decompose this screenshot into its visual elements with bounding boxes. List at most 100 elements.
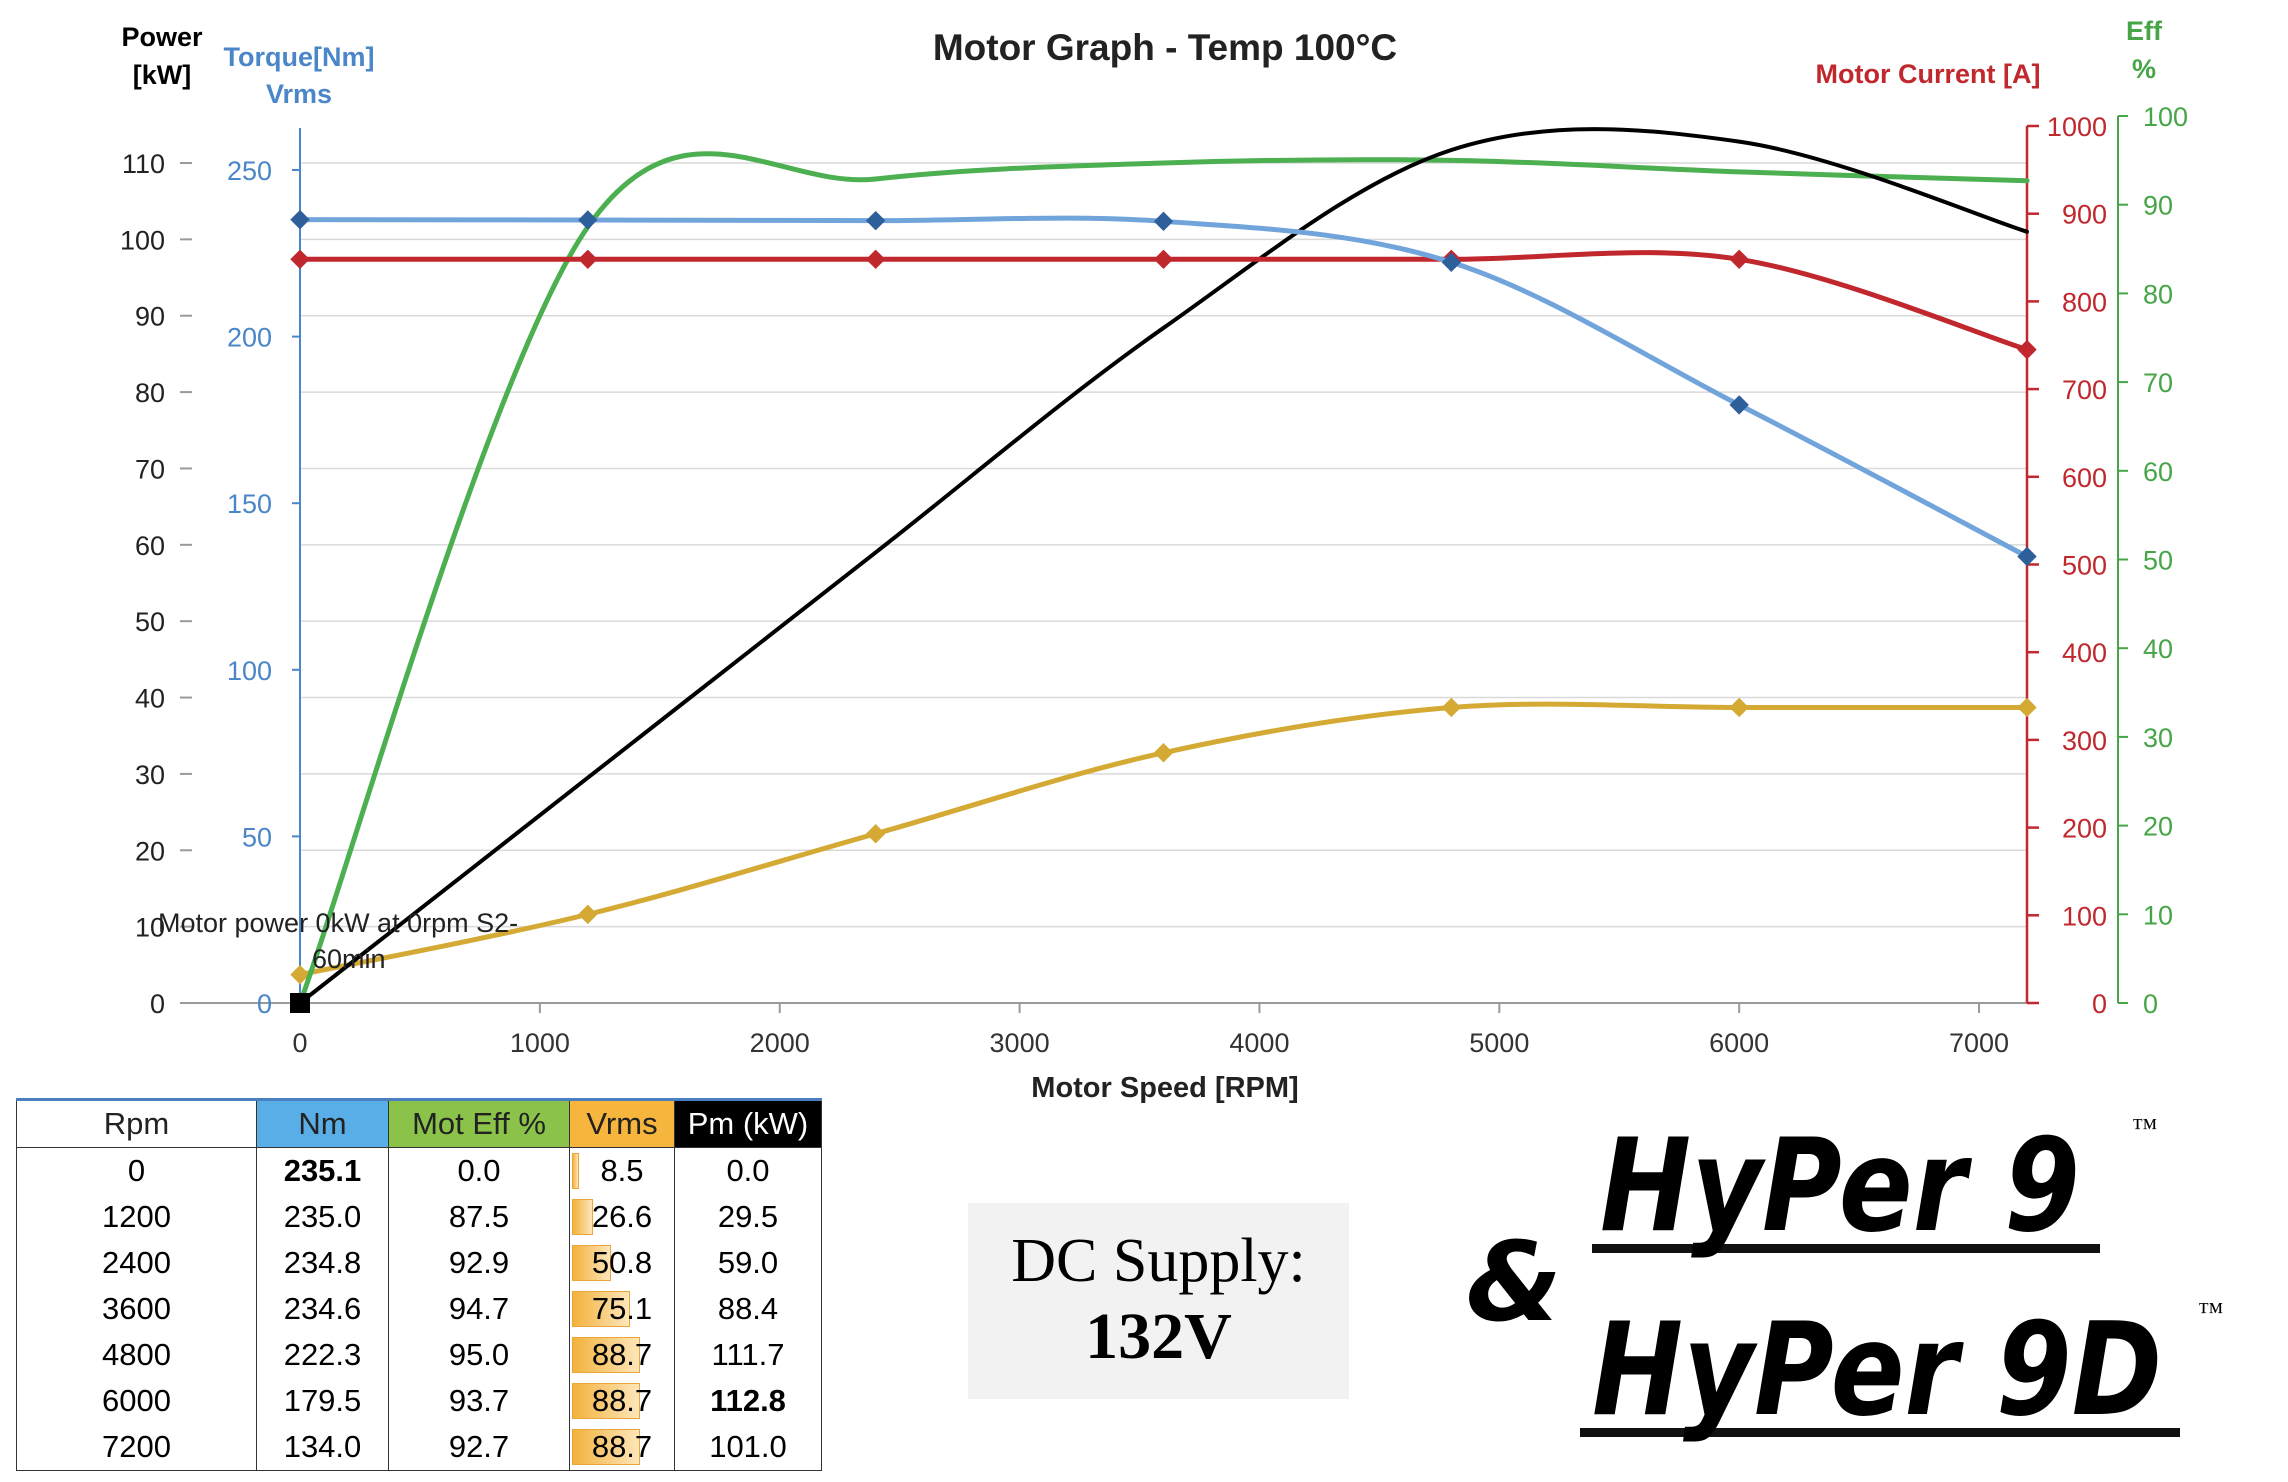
marker-vrms [865, 824, 886, 844]
series-layer [290, 127, 2037, 1013]
eff-tick-label: 60 [2143, 457, 2173, 487]
logo-underline-1 [1592, 1244, 2100, 1253]
table-cell: 3600 [16, 1286, 257, 1332]
vrms-value: 88.7 [591, 1337, 653, 1372]
annotation-line2: 60min [312, 944, 386, 974]
table-cell: 2400 [16, 1240, 257, 1286]
data-table-wrap: Rpm Nm Mot Eff % Vrms Pm (kW) 0 235.1 0.0 8… [16, 1098, 822, 1471]
power-tick-label: 70 [135, 454, 165, 484]
table-cell: 88.7 [569, 1378, 675, 1424]
marker-torque [1153, 211, 1174, 232]
table-row: 1200 235.0 87.5 26.6 29.5 [16, 1194, 822, 1240]
power-tick-label: 30 [135, 760, 165, 790]
table-cell: 6000 [16, 1378, 257, 1424]
torque-axis-title-line2: Vrms [266, 79, 332, 109]
power-axis-title-line2: [kW] [133, 60, 191, 90]
table-cell: 59.0 [674, 1240, 822, 1286]
series-line-efficiency [297, 151, 2030, 1006]
header-rpm: Rpm [16, 1098, 257, 1148]
series-line-power [298, 127, 2029, 1005]
table-cell: 0.0 [388, 1147, 570, 1194]
power-tick-label: 100 [120, 225, 165, 255]
x-tick-label: 2000 [750, 1028, 810, 1058]
current-tick-label: 300 [2062, 726, 2107, 756]
logo-underline-2 [1580, 1428, 2180, 1437]
table-cell: 134.0 [256, 1424, 389, 1471]
x-tick-label: 4000 [1229, 1028, 1289, 1058]
table-cell: 112.8 [674, 1378, 822, 1424]
marker-torque [578, 210, 598, 230]
marker-current [1153, 249, 1174, 270]
current-tick-label: 700 [2062, 375, 2107, 405]
current-tick-label: 900 [2062, 200, 2107, 230]
vrms-value: 8.5 [600, 1153, 644, 1188]
table-row: 0 235.1 0.0 8.5 0.0 [16, 1147, 822, 1194]
eff-tick-label: 50 [2143, 546, 2173, 576]
marker-vrms [1441, 697, 1462, 718]
x-tick-label: 7000 [1949, 1028, 2009, 1058]
marker-vrms [1729, 697, 1749, 718]
table-cell: 8.5 [569, 1147, 675, 1194]
power-tick-label: 110 [122, 149, 165, 179]
marker-current [865, 249, 886, 270]
vrms-bar [572, 1429, 640, 1465]
axis-labels: 0 1000 2000 3000 4000 5000 6000 700001020304050… [120, 102, 2188, 1058]
dc-supply-label: DC Supply: [1011, 1227, 1306, 1295]
table-cell: 88.4 [674, 1286, 822, 1332]
current-tick-label: 1000 [2047, 112, 2107, 142]
logo-tm-1: ™ [2132, 1113, 2157, 1142]
logo-ampersand: & [1466, 1218, 1562, 1346]
torque-axis-title-line1: Torque[Nm] [224, 42, 375, 72]
table-cell: 0.0 [674, 1147, 822, 1194]
eff-tick-label: 80 [2143, 279, 2173, 309]
current-tick-label: 600 [2062, 463, 2107, 493]
power-tick-label: 40 [135, 684, 165, 714]
table-row: 7200 134.0 92.7 88.7 101.0 [16, 1424, 822, 1471]
marker-torque [1729, 395, 1749, 415]
marker-vrms [2017, 697, 2037, 718]
eff-tick-label: 70 [2143, 368, 2173, 398]
eff-tick-label: 20 [2143, 812, 2173, 842]
table-cell: 88.7 [569, 1332, 675, 1378]
chart-title: Motor Graph - Temp 100°C [933, 27, 1397, 68]
marker-current [578, 249, 598, 270]
marker-torque [2017, 546, 2037, 567]
marker-torque [290, 209, 310, 230]
current-tick-label: 500 [2062, 551, 2107, 581]
x-tick-label: 0 [292, 1028, 307, 1058]
current-axis-title: Motor Current [A] [1816, 59, 2041, 89]
table-cell: 75.1 [569, 1286, 675, 1332]
power-tick-label: 10 [135, 913, 165, 943]
power-tick-label: 80 [135, 378, 165, 408]
marker-vrms [290, 964, 310, 985]
logo-line2: HyPer 9D [1592, 1296, 2162, 1445]
table-row: 3600 234.6 94.7 75.1 88.4 [16, 1286, 822, 1332]
table-body: 0 235.1 0.0 8.5 0.0 1200 235.0 87.5 26.6 29.5 2400… [16, 1147, 822, 1471]
table-cell: 93.7 [388, 1378, 570, 1424]
table-cell: 234.8 [256, 1240, 389, 1286]
power-tick-label: 20 [135, 836, 165, 866]
vrms-bar [572, 1383, 640, 1419]
logo-line1: HyPer 9 [1600, 1112, 2080, 1261]
current-tick-label: 800 [2062, 287, 2107, 317]
power-axis-title-line1: Power [121, 22, 203, 52]
table-cell: 7200 [16, 1424, 257, 1471]
vrms-value: 26.6 [591, 1199, 653, 1234]
annotation-point-marker [290, 993, 310, 1013]
torque-tick-label: 50 [242, 822, 272, 852]
table-cell: 179.5 [256, 1378, 389, 1424]
logo-tm-2: ™ [2198, 1297, 2223, 1326]
table-cell: 92.9 [388, 1240, 570, 1286]
marker-current [2017, 339, 2037, 360]
power-tick-label: 0 [150, 989, 165, 1019]
marker-torque [1441, 252, 1462, 273]
eff-tick-label: 30 [2143, 723, 2173, 753]
torque-tick-label: 250 [227, 156, 272, 186]
vrms-bar [572, 1199, 594, 1235]
vrms-bar [572, 1245, 611, 1281]
torque-tick-label: 200 [227, 323, 272, 353]
table-cell: 26.6 [569, 1194, 675, 1240]
table-cell: 4800 [16, 1332, 257, 1378]
table-cell: 1200 [16, 1194, 257, 1240]
